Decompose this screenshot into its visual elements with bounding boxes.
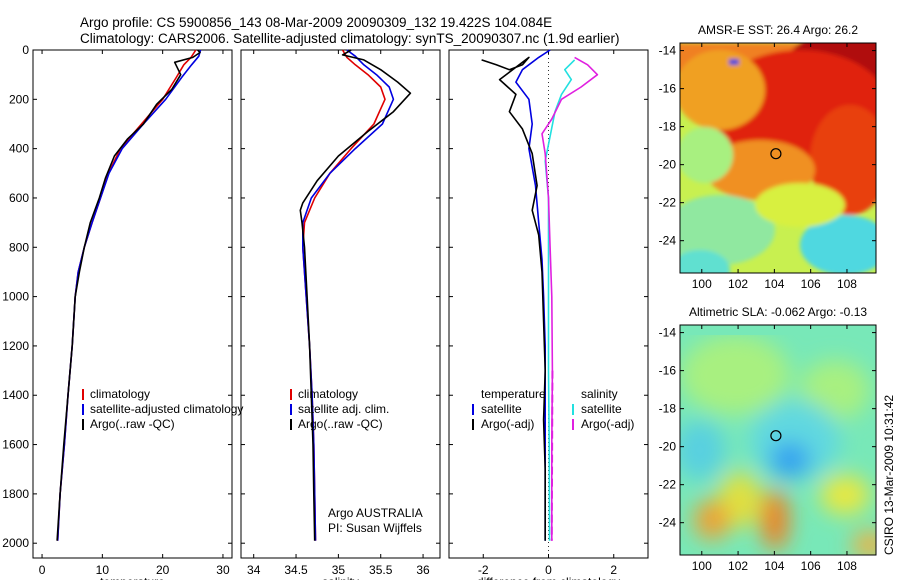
salinity-panel: 34 34.5 35 35.5 36 salinity climatologysatelli… <box>240 49 441 580</box>
salinity-axis-label: salinity <box>322 575 359 580</box>
depth-tick-label: 1800 <box>2 487 29 501</box>
salinity-plot-frame <box>240 49 441 559</box>
sla-argo-position-marker <box>770 430 782 442</box>
depth-tick-label: 1600 <box>2 438 29 452</box>
temperature-axis-label: temperature <box>100 575 165 580</box>
difference-xtick-label: -2 <box>478 563 489 577</box>
difference-xtick-label: 2 <box>610 563 617 577</box>
depth-tick-label: 800 <box>9 240 29 254</box>
depth-tick-label: 1200 <box>2 339 29 353</box>
map-latitude-label: -18 <box>659 120 677 134</box>
sla-map-field <box>680 325 876 555</box>
sst-map: AMSR-E SST: 26.4 Argo: 26.2 100 102 104 106… <box>659 23 877 291</box>
map-latitude-label: -14 <box>659 44 677 58</box>
sst-map-title: AMSR-E SST: 26.4 Argo: 26.2 <box>698 23 858 37</box>
series-line <box>481 56 547 541</box>
salinity-xtick-label: 36 <box>416 563 430 577</box>
series-line <box>56 49 202 541</box>
map-longitude-label: 102 <box>728 277 748 291</box>
legend-entry: satellite <box>481 402 522 416</box>
legend-entry: climatology <box>90 387 150 401</box>
legend-entry: satellite <box>581 402 622 416</box>
temperature-panel: 0 10 20 30 0 200 400 600 800 1000 1200 1400 1600 1800… <box>2 43 243 580</box>
series-line <box>299 49 412 541</box>
depth-tick-label: 600 <box>9 191 29 205</box>
map-longitude-label: 102 <box>728 559 748 573</box>
sst-map-frame <box>679 42 877 274</box>
map-latitude-label: -18 <box>659 402 677 416</box>
sla-map-frame <box>679 324 877 556</box>
map-latitude-label: -24 <box>659 234 677 248</box>
temperature-plot-frame <box>32 49 233 559</box>
map-longitude-label: 104 <box>764 559 784 573</box>
legend-entry: climatology <box>298 387 358 401</box>
salinity-xtick-label: 35.5 <box>369 563 393 577</box>
legend-entry: Argo(..raw -QC) <box>298 417 383 431</box>
temperature-xtick-label: 0 <box>39 563 46 577</box>
legend-entry: satellite adj. clim. <box>298 402 389 416</box>
legend-entry: Argo(-adj) <box>581 417 634 431</box>
map-latitude-label: -22 <box>659 196 677 210</box>
depth-tick-label: 0 <box>22 43 29 57</box>
map-longitude-label: 108 <box>837 277 857 291</box>
sst-map-field <box>680 43 876 273</box>
depth-tick-label: 1400 <box>2 388 29 402</box>
depth-tick-label: 200 <box>9 92 29 106</box>
series-line <box>541 56 599 541</box>
map-latitude-label: -20 <box>659 158 677 172</box>
sla-map: Altimetric SLA: -0.062 Argo: -0.13 100 10… <box>659 305 877 573</box>
header-line-1: Argo profile: CS 5900856_143 08-Mar-2009… <box>80 15 552 30</box>
map-longitude-label: 104 <box>764 277 784 291</box>
map-longitude-label: 106 <box>801 559 821 573</box>
salinity-xtick-label: 34 <box>247 563 261 577</box>
temperature-xtick-label: 20 <box>156 563 170 577</box>
series-line <box>56 49 201 541</box>
map-latitude-label: -14 <box>659 326 677 340</box>
series-line <box>56 49 197 541</box>
sst-map-axes: 100 102 104 106 108 -14 -16 -18 -20 -22 -24 <box>659 43 876 291</box>
map-latitude-label: -22 <box>659 478 677 492</box>
temperature-xtick-label: 10 <box>96 563 110 577</box>
map-longitude-label: 100 <box>692 277 712 291</box>
map-longitude-label: 108 <box>837 559 857 573</box>
legend-entry: Argo(-adj) <box>481 417 534 431</box>
salinity-argo-adj-deep-segment <box>550 370 554 541</box>
legend-header: salinity <box>581 387 618 401</box>
depth-tick-label: 2000 <box>2 536 29 550</box>
difference-panel: -2 0 2difference from climatology temperatu… <box>448 49 649 580</box>
series-line <box>544 59 576 541</box>
legend-entry: satellite-adjusted climatology <box>90 402 243 416</box>
float-attribution-label: PI: Susan Wijffels <box>328 521 422 535</box>
map-latitude-label: -20 <box>659 440 677 454</box>
map-latitude-label: -16 <box>659 82 677 96</box>
salinity-xtick-label: 35 <box>332 563 346 577</box>
depth-tick-label: 400 <box>9 142 29 156</box>
difference-xtick-label: 0 <box>545 563 552 577</box>
header-line-2: Climatology: CARS2006. Satellite-adjuste… <box>80 31 620 46</box>
salinity-xtick-label: 34.5 <box>284 563 308 577</box>
sla-map-title: Altimetric SLA: -0.062 Argo: -0.13 <box>689 305 867 319</box>
sst-argo-position-marker <box>770 148 782 160</box>
legend-entry: Argo(..raw -QC) <box>90 417 175 431</box>
map-longitude-label: 100 <box>692 559 712 573</box>
series-line <box>301 49 386 541</box>
legend-header: temperature <box>481 387 546 401</box>
map-longitude-label: 106 <box>801 277 821 291</box>
sla-map-axes: 100 102 104 106 108 -14 -16 -18 -20 -22 -24 <box>659 325 876 573</box>
map-latitude-label: -16 <box>659 364 677 378</box>
temperature-xtick-label: 30 <box>216 563 230 577</box>
difference-axis-label: difference from climatology <box>477 575 620 580</box>
float-attribution-label: Argo AUSTRALIA <box>328 506 423 520</box>
series-line <box>301 49 395 541</box>
depth-tick-label: 1000 <box>2 290 29 304</box>
csiro-timestamp: CSIRO 13-Mar-2009 10:31:42 <box>882 395 896 555</box>
map-latitude-label: -24 <box>659 516 677 530</box>
